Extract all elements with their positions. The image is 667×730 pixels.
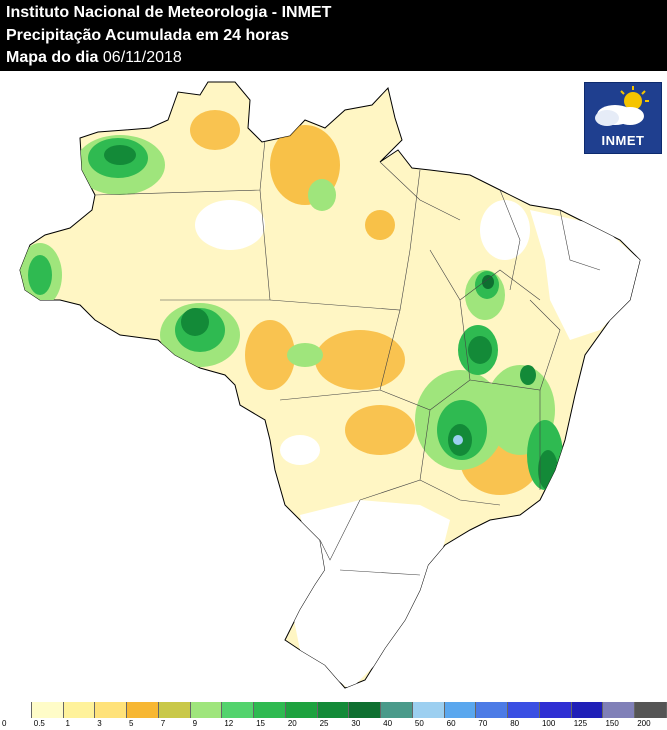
legend-swatch — [381, 702, 413, 718]
rain-heavy-amazonas-nw — [104, 145, 136, 165]
legend-swatch — [190, 702, 223, 718]
rain-orange-pa — [365, 210, 395, 240]
legend-swatch — [254, 702, 286, 718]
legend-swatch — [635, 702, 667, 718]
dry-area-northeast — [530, 210, 640, 340]
legend-label: 15 — [256, 719, 265, 728]
dry-area-east — [480, 200, 530, 260]
rain-mid-acre — [28, 255, 52, 295]
page-title: Instituto Nacional de Meteorologia - INM… — [6, 4, 332, 21]
legend-label: 50 — [414, 719, 424, 728]
inmet-logo: INMET — [584, 82, 662, 154]
legend-swatch — [444, 702, 477, 718]
legend-label: 3 — [97, 719, 102, 728]
legend-swatch — [222, 702, 255, 718]
rain-green-mt — [287, 343, 323, 367]
precipitation-map — [19, 81, 641, 689]
legend-label: 125 — [573, 719, 588, 728]
legend-label: 100 — [541, 719, 556, 728]
header-bar: Instituto Nacional de Meteorologia - INM… — [0, 0, 667, 71]
legend-swatch — [603, 702, 636, 718]
rain-peak-goias — [453, 435, 463, 445]
rain-orange-south — [345, 405, 415, 455]
legend-swatch — [476, 702, 509, 718]
legend-swatch — [571, 702, 604, 718]
legend-swatch — [539, 702, 572, 718]
legend-swatch — [31, 702, 64, 718]
date-label: Mapa do dia — [6, 49, 99, 66]
legend-label: 150 — [605, 719, 619, 728]
legend-swatch — [63, 702, 96, 718]
legend-swatch — [95, 702, 128, 718]
page-subtitle: Precipitação Acumulada em 24 horas — [6, 27, 290, 44]
legend-label: 20 — [287, 719, 297, 728]
legend-swatch — [349, 702, 382, 718]
rain-orange-central — [315, 330, 405, 390]
legend-label: 7 — [160, 719, 166, 728]
legend-label: 200 — [637, 719, 651, 728]
legend-label: 40 — [383, 719, 393, 728]
precipitation-legend: 0 0.5 1 3 5 7 9 12 15 20 25 30 40 50 60 70 80 100 125 150 20… — [0, 700, 667, 730]
legend-label: 0 — [2, 719, 7, 728]
legend-swatch — [285, 702, 318, 718]
legend-label: 70 — [478, 719, 488, 728]
legend-label: 25 — [319, 719, 329, 728]
legend-swatch — [412, 702, 445, 718]
cloud-sun-icon — [595, 86, 649, 126]
rain-orange-west — [245, 320, 295, 390]
legend-label: 1 — [65, 719, 70, 728]
legend-label: 60 — [446, 719, 456, 728]
rain-green-pa-center — [308, 179, 336, 211]
legend-label: 12 — [224, 719, 234, 728]
logo-text: INMET — [601, 133, 645, 148]
rain-orange-northwest — [190, 110, 240, 150]
legend-label: 0.5 — [33, 719, 45, 728]
legend-label: 80 — [510, 719, 520, 728]
dry-area-amazon — [195, 200, 265, 250]
legend-swatch — [508, 702, 540, 718]
dry-area-south — [290, 500, 450, 688]
precipitation-fields — [20, 110, 640, 688]
rain-heavy-rondonia — [181, 308, 209, 336]
rain-heavy-to — [482, 275, 494, 289]
rain-heavy-mg — [468, 336, 492, 364]
legend-swatch — [0, 702, 32, 718]
state-borders — [94, 139, 601, 576]
dry-area-southwest — [280, 435, 320, 465]
legend-swatch — [158, 702, 191, 718]
legend-label: 9 — [192, 719, 198, 728]
rain-heavy-ba — [520, 365, 536, 385]
legend-swatch — [317, 702, 350, 718]
date-line: Mapa do dia 06/11/2018 — [6, 48, 182, 68]
legend-swatch — [127, 702, 159, 718]
legend-label: 5 — [129, 719, 134, 728]
rain-heavy-es — [538, 450, 558, 490]
legend-label: 30 — [351, 719, 361, 728]
date-value: 06/11/2018 — [102, 49, 182, 66]
